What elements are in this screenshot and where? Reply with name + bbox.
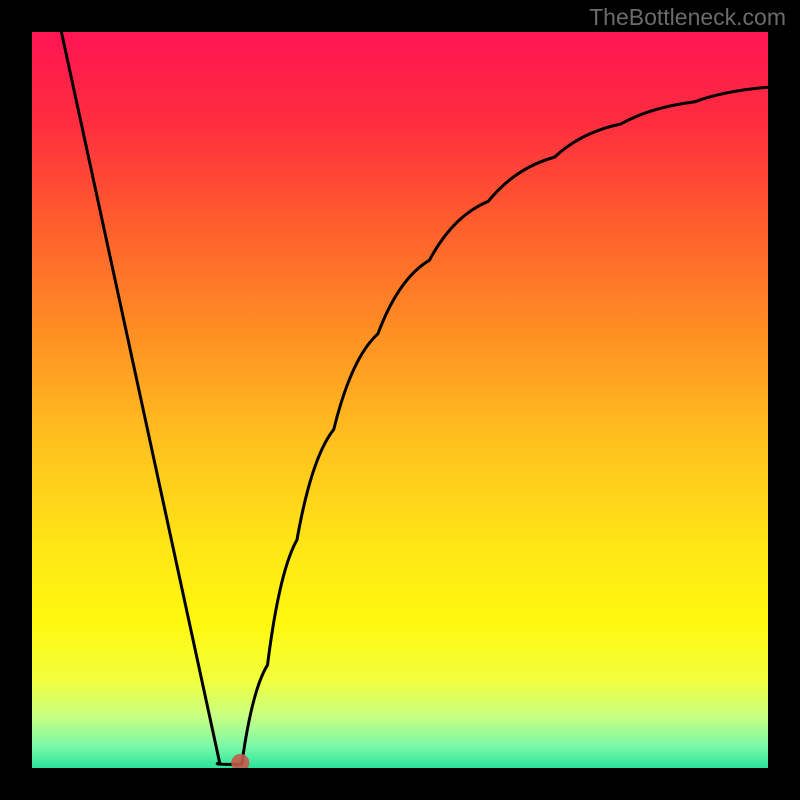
plot-area: [32, 32, 768, 768]
optimum-marker: [231, 754, 249, 768]
chart-frame: TheBottleneck.com: [0, 0, 800, 800]
watermark-text: TheBottleneck.com: [589, 4, 786, 31]
bottleneck-curve: [61, 32, 768, 764]
curve-layer: [32, 32, 768, 768]
